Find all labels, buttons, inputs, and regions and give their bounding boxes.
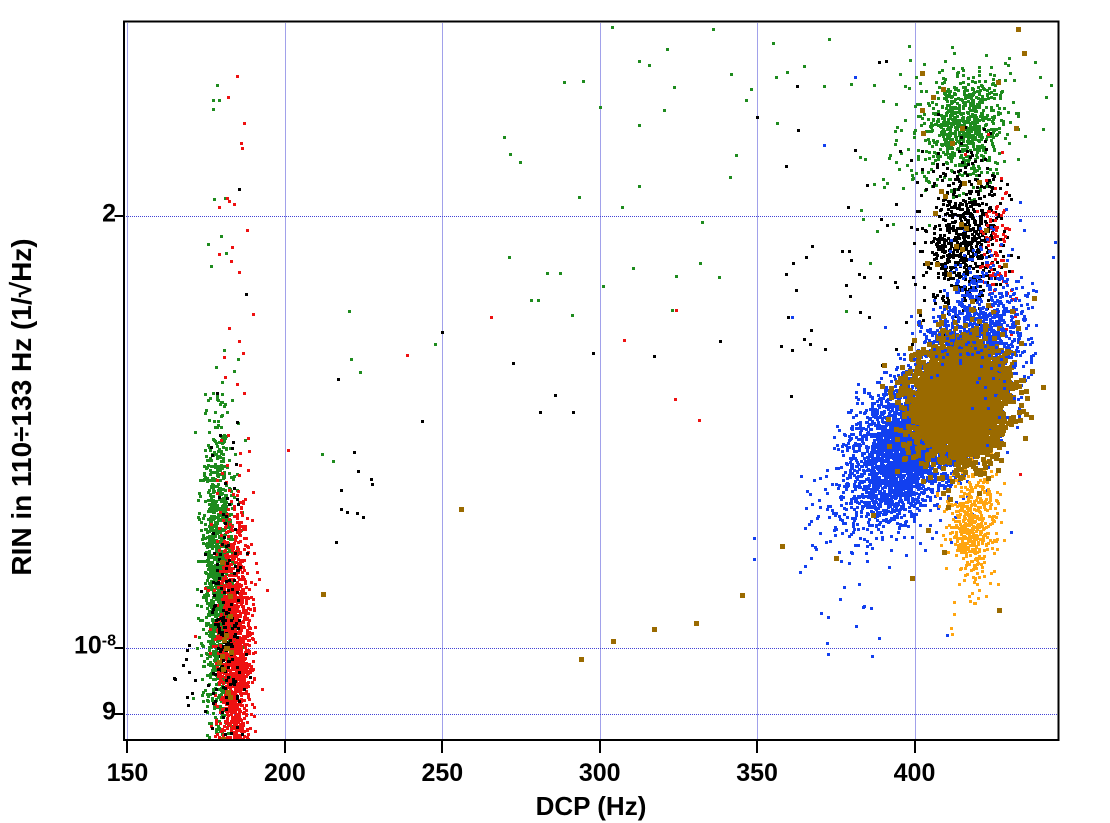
y-tick-label: 2 (102, 199, 116, 228)
y-tick-label: 10-8 (73, 631, 116, 660)
x-tick-label: 300 (578, 759, 621, 787)
y-axis-title: RIN in 110÷133 Hz (1/√Hz) (6, 238, 37, 576)
plot-frame (123, 20, 1060, 741)
tick-marks (114, 215, 916, 753)
series-brown (217, 27, 1046, 740)
x-tick-label: 350 (736, 759, 778, 787)
series-red (194, 75, 701, 740)
scatter-points (173, 26, 1057, 740)
x-axis-title: DCP (Hz) (535, 791, 647, 821)
x-tick-label: 150 (106, 759, 149, 787)
x-tick-label: 200 (264, 759, 306, 787)
series-orange (936, 449, 1006, 636)
y-tick-label: 9 (102, 697, 116, 726)
x-tick-label: 400 (893, 759, 936, 787)
grid-lines (124, 21, 1059, 740)
x-tick-label: 250 (421, 759, 464, 787)
series-blue-over (884, 292, 1033, 447)
